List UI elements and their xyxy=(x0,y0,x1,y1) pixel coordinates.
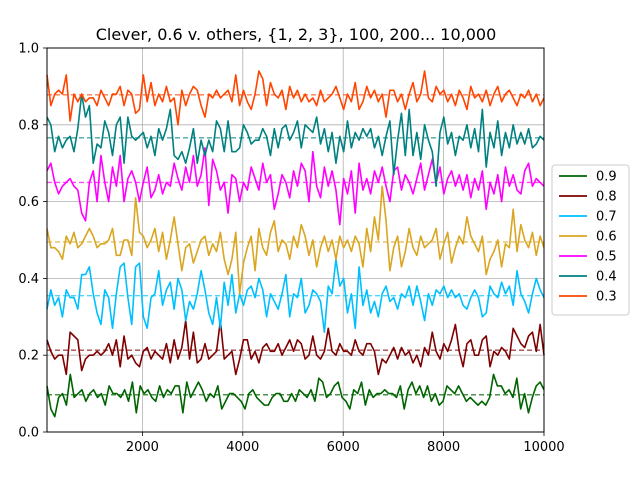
legend-box xyxy=(551,164,630,316)
y-tick-label: 0.2 xyxy=(18,349,39,364)
legend-label: 0.3 xyxy=(596,290,617,305)
y-tick-label: 0.4 xyxy=(18,272,39,287)
series-line xyxy=(46,258,545,333)
legend-label: 0.9 xyxy=(596,170,617,185)
x-tick-label: 4000 xyxy=(226,440,259,455)
x-tick-label: 6000 xyxy=(327,440,360,455)
legend-label: 0.8 xyxy=(596,190,617,205)
legend-label: 0.7 xyxy=(596,210,617,225)
plot-frame xyxy=(46,47,545,433)
series-line xyxy=(46,319,545,376)
series-line xyxy=(46,185,545,295)
legend-label: 0.4 xyxy=(596,270,617,285)
legend-label: 0.5 xyxy=(596,250,617,265)
y-tick-label: 0.8 xyxy=(18,118,39,133)
x-tick-label: 8000 xyxy=(427,440,460,455)
legend: 0.9 0.8 0.7 0.6 0.5 0.4 0.3 xyxy=(551,164,630,316)
series-line xyxy=(46,70,545,126)
y-tick-label: 1.0 xyxy=(18,42,39,57)
chart-title: Clever, 0.6 v. others, {1, 2, 3}, 100, 2… xyxy=(96,25,497,44)
x-tick-label: 2000 xyxy=(126,440,159,455)
y-tick-label: 0.0 xyxy=(18,426,39,441)
y-tick-label: 0.6 xyxy=(18,195,39,210)
series-lines xyxy=(46,70,545,418)
legend-label: 0.6 xyxy=(596,230,617,245)
series-line xyxy=(46,147,545,226)
series-line xyxy=(46,373,545,418)
series-line xyxy=(46,93,545,188)
axis-ticks: 2000 4000 6000 8000 10000 0.0 0.2 0.4 0.6 0.8 1.0 xyxy=(18,42,564,456)
x-tick-label: 10000 xyxy=(523,440,564,455)
